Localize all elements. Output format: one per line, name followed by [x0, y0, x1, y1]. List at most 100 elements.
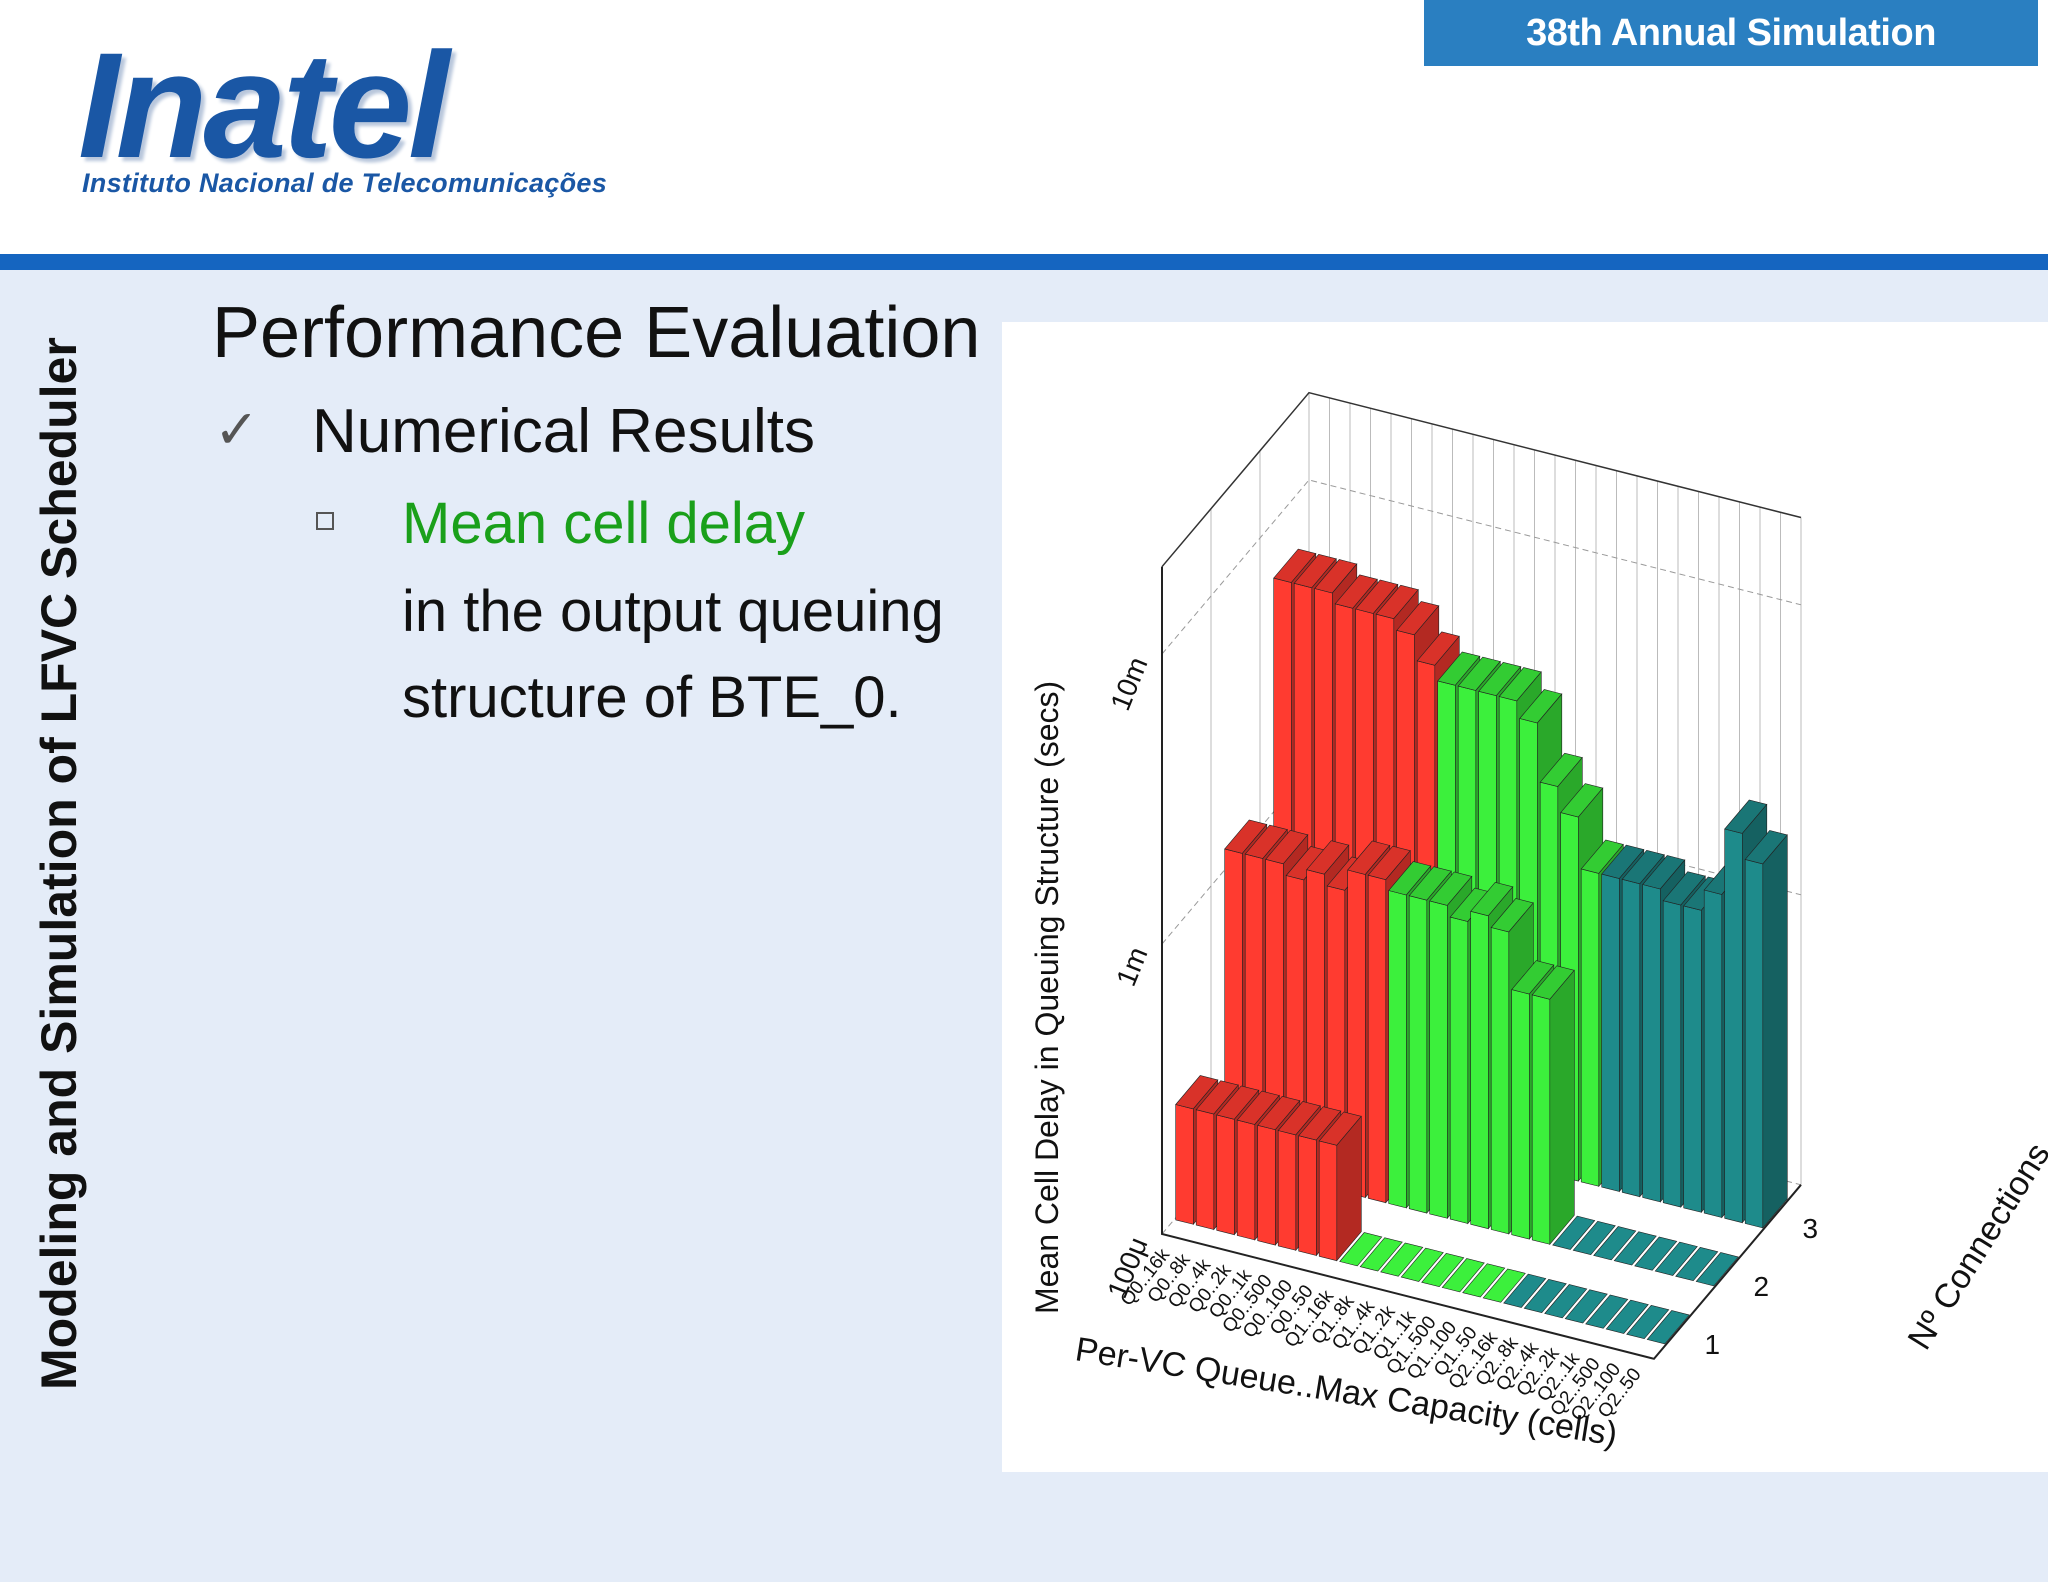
- logo-subtitle: Instituto Nacional de Telecomunicações: [82, 168, 608, 198]
- bar-front: [1724, 828, 1743, 1224]
- bar-front: [1531, 994, 1551, 1245]
- bar-front: [1429, 900, 1448, 1219]
- bar-base: [1380, 1242, 1424, 1277]
- bar-front: [1195, 1109, 1215, 1230]
- bar-Q2-50-conn-3: [1744, 830, 1788, 1229]
- bar-Q1-16k-conn-1: [1339, 1232, 1383, 1267]
- header-divider: [0, 254, 2048, 270]
- bar-Q1-50-conn-1: [1482, 1268, 1526, 1303]
- bar-front: [1257, 1124, 1276, 1246]
- chart-frame: [1161, 391, 1802, 568]
- bar-front: [1277, 1130, 1297, 1251]
- bar-base: [1552, 1215, 1596, 1250]
- bar-Q2-2k-conn-1: [1564, 1289, 1608, 1324]
- bar-base: [1523, 1278, 1567, 1314]
- bar-base: [1544, 1284, 1588, 1319]
- bar-base: [1339, 1232, 1383, 1267]
- description-line-1: in the output queuing: [402, 579, 944, 644]
- bar-base: [1626, 1304, 1670, 1340]
- bar-Q2-8k-conn-1: [1523, 1278, 1567, 1314]
- bar-front: [1621, 878, 1641, 1198]
- logo-wordmark: Inatel: [78, 21, 450, 189]
- bar-front: [1683, 905, 1702, 1213]
- description-line-2: structure of BTE_0.: [402, 665, 902, 730]
- bar-front: [1703, 889, 1723, 1218]
- bullet-level1: Numerical Results: [312, 397, 816, 466]
- bar-front: [1490, 927, 1510, 1235]
- bar-front: [1511, 989, 1530, 1240]
- bar-front: [1388, 890, 1407, 1209]
- inatel-logo: Inatel Instituto Nacional de Telecomunic…: [78, 30, 678, 210]
- bar-base: [1585, 1294, 1629, 1329]
- bar-Q2-100-conn-1: [1626, 1304, 1670, 1340]
- bar-front: [1318, 1140, 1338, 1262]
- bar-front: [1642, 884, 1661, 1203]
- bar-Q2-500-conn-1: [1605, 1299, 1649, 1334]
- bar-base: [1359, 1237, 1403, 1272]
- bar-Q2-1k-conn-2: [1634, 1236, 1678, 1271]
- checkmark-icon: ✓: [214, 398, 260, 461]
- bar-Q1-100-conn-1: [1462, 1263, 1506, 1298]
- bar-Q0-50-conn-1: [1318, 1111, 1362, 1262]
- bar-base: [1654, 1241, 1698, 1276]
- y-tick-label: 2: [1754, 1271, 1770, 1302]
- bar-base: [1613, 1231, 1657, 1266]
- bar-base: [1572, 1220, 1616, 1256]
- bar-side: [1336, 1115, 1362, 1262]
- y-axis-title: Nº Connections: [1901, 1136, 2048, 1356]
- bar-base: [1421, 1252, 1465, 1288]
- z-tick-label: 10m: [1104, 653, 1153, 715]
- bar-Q2-16k-conn-2: [1552, 1215, 1596, 1250]
- bar-Q2-4k-conn-1: [1544, 1284, 1588, 1319]
- bar-Q2-100-conn-2: [1675, 1246, 1719, 1282]
- bar-base: [1646, 1310, 1690, 1345]
- bar-base: [1482, 1268, 1526, 1303]
- bar-front: [1216, 1114, 1235, 1236]
- square-bullet-icon: [316, 512, 334, 530]
- bar-Q2-500-conn-2: [1654, 1241, 1698, 1276]
- bar-front: [1298, 1135, 1317, 1256]
- bar-base: [1400, 1247, 1444, 1282]
- decade-gridline: [1161, 769, 1802, 945]
- bar-base: [1564, 1289, 1608, 1324]
- bar-front: [1449, 916, 1469, 1224]
- bar-front: [1470, 910, 1489, 1230]
- bar-front: [1367, 874, 1387, 1204]
- bar-front: [1580, 868, 1600, 1187]
- y-tick-label: 1: [1705, 1329, 1721, 1360]
- bar-Q2-2k-conn-2: [1613, 1231, 1657, 1266]
- bar-base: [1593, 1226, 1637, 1261]
- bar-front: [1744, 859, 1764, 1229]
- chart-3d-bar: Q0..16k Q0..8k Q0..4k Q0..2k Q0..1k Q0..500 Q0…: [1002, 322, 2048, 1472]
- z-axis-title: Mean Cell Delay in Queuing Structure (se…: [1029, 681, 1065, 1314]
- bar-base: [1675, 1246, 1719, 1282]
- decade-gridline: [1161, 479, 1802, 655]
- bar-Q1-4k-conn-1: [1380, 1242, 1424, 1277]
- z-tick-label: 1m: [1110, 943, 1153, 991]
- slide-header: Inatel Instituto Nacional de Telecomunic…: [0, 0, 2048, 256]
- bar-side: [1762, 834, 1788, 1229]
- bar-Q2-50-conn-2: [1695, 1252, 1739, 1287]
- bar-front: [1408, 895, 1428, 1214]
- bar-Q1-50-conn-2: [1531, 965, 1575, 1246]
- bar-front: [1662, 900, 1682, 1208]
- bar-base: [1695, 1252, 1739, 1287]
- bar-Q1-2k-conn-1: [1400, 1247, 1444, 1282]
- bar-Q1-8k-conn-1: [1359, 1237, 1403, 1272]
- bar-base: [1605, 1299, 1649, 1334]
- bar-Q2-1k-conn-1: [1585, 1294, 1629, 1329]
- bar-Q2-8k-conn-2: [1572, 1220, 1616, 1256]
- bar-Q1-1k-conn-1: [1421, 1252, 1465, 1288]
- chart-axes: [1161, 566, 1802, 1360]
- bar-base: [1503, 1273, 1547, 1308]
- bar-Q2-16k-conn-1: [1503, 1273, 1547, 1308]
- y-tick-label: 3: [1803, 1213, 1819, 1244]
- slide-title: Performance Evaluation: [212, 293, 981, 373]
- bullet-level2: Mean cell delay: [402, 491, 805, 556]
- chart-svg: Q0..16kQ0..8kQ0..4kQ0..2kQ0..1kQ0..500Q0…: [1029, 391, 2048, 1454]
- bar-side: [1549, 969, 1575, 1246]
- vertical-side-title: Modeling and Simulation of LFVC Schedule…: [31, 337, 87, 1390]
- symposium-banner: 38th Annual Simulation Symposium: [1424, 0, 2038, 120]
- bar-Q1-500-conn-1: [1441, 1258, 1485, 1293]
- bar-base: [1634, 1236, 1678, 1271]
